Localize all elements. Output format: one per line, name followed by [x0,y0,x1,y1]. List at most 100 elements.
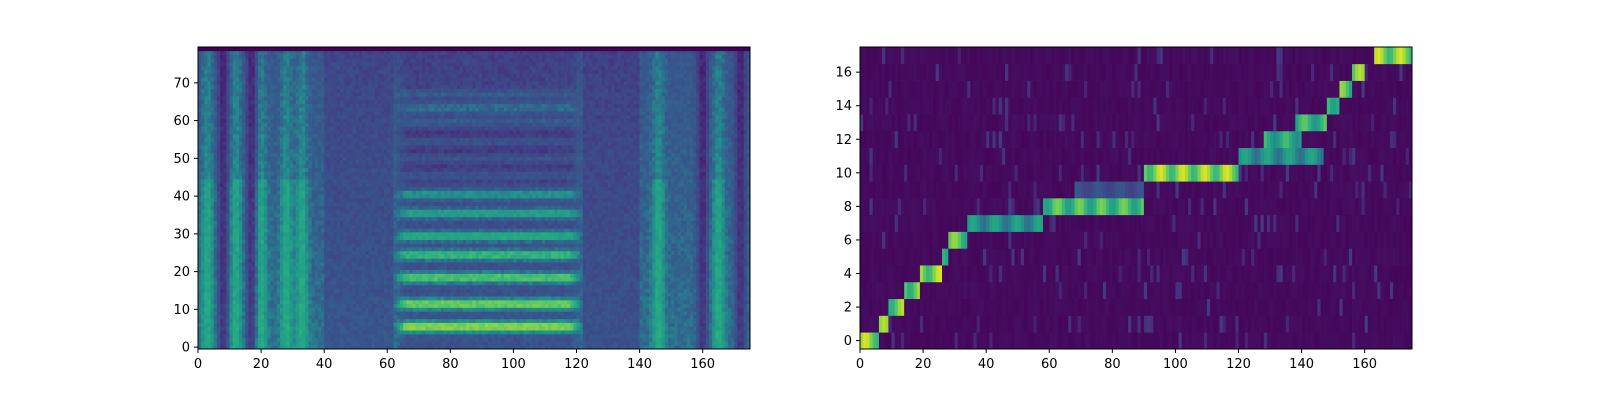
heatmap-cell [585,318,590,323]
heatmap-cell [336,292,341,297]
heatmap-cell [626,262,631,267]
heatmap-cell [696,269,700,274]
heatmap-cell [718,307,722,312]
heatmap-cell [314,333,319,339]
heatmap-cell [229,311,234,316]
heatmap-cell [207,284,211,289]
heatmap-cell [667,322,672,327]
heatmap-cell [630,296,634,301]
heatmap-cell [598,277,603,282]
heatmap-cell [210,307,215,312]
heatmap-cell [601,254,606,259]
heatmap-cell [374,243,379,248]
heatmap-cell [500,250,505,255]
heatmap-cell [516,284,521,289]
heatmap-cell [352,296,357,301]
heatmap-cell [645,247,650,252]
heatmap-cell [601,299,606,305]
heatmap-cell [295,265,300,271]
heatmap-cell [579,315,584,320]
heatmap-cell [387,311,391,316]
heatmap-cell [661,254,666,259]
heatmap-cell [636,337,640,342]
heatmap-cell [696,345,700,350]
heatmap-cell [289,277,293,282]
heatmap-cell [585,299,590,305]
heatmap-cell [456,299,461,305]
heatmap-cell [715,337,719,342]
heatmap-cell [207,330,211,335]
heatmap-cell [513,337,517,342]
heatmap-cell [415,322,420,327]
heatmap-cell [526,341,530,346]
heatmap-cell [384,337,388,342]
heatmap-cell [339,299,344,305]
heatmap-cell [554,265,558,271]
heatmap-cell [220,322,224,327]
heatmap-cell [204,288,208,293]
heatmap-cell [746,243,751,248]
heatmap-cell [210,315,215,320]
heatmap-cell [456,303,461,308]
heatmap-cell [390,254,394,259]
heatmap-cell [582,296,587,301]
heatmap-cell [541,345,546,350]
heatmap-cell [563,333,568,339]
heatmap-cell [280,254,284,259]
heatmap-cell [705,247,710,252]
heatmap-cell [409,337,413,342]
heatmap-cell [529,299,533,305]
heatmap-cell [507,281,511,286]
heatmap-cell [472,303,476,308]
heatmap-cell [516,281,521,286]
heatmap-cell [718,292,722,297]
heatmap-cell [339,250,344,255]
heatmap-cell [371,254,375,259]
heatmap-cell [557,322,562,327]
heatmap-cell [601,333,606,339]
heatmap-cell [223,322,227,327]
heatmap-cell [746,337,751,342]
heatmap-cell [232,277,237,282]
heatmap-cell [500,318,505,323]
heatmap-cell [459,281,464,286]
heatmap-cell [702,307,707,312]
heatmap-cell [478,311,483,316]
heatmap-cell [475,341,480,346]
heatmap-cell [223,284,227,289]
heatmap-cell [466,330,470,335]
heatmap-cell [425,258,429,263]
heatmap-cell [434,337,439,342]
heatmap-cell [579,299,584,305]
heatmap-cell [674,315,678,320]
heatmap-cell [488,277,492,282]
heatmap-cell [311,311,316,316]
heatmap-cell [686,296,691,301]
heatmap-cell [705,288,710,293]
heatmap-cell [693,247,697,252]
heatmap-cell [538,284,543,289]
heatmap-cell [254,345,259,350]
heatmap-cell [718,284,722,289]
heatmap-cell [557,281,562,286]
heatmap-cell [248,330,252,335]
heatmap-cell [608,303,612,308]
heatmap-cell [450,333,454,339]
heatmap-cell [368,337,372,342]
heatmap-cell [595,284,599,289]
heatmap-cell [421,262,426,267]
heatmap-cell [409,288,413,293]
heatmap-cell [434,239,439,244]
heatmap-cell [213,254,218,259]
heatmap-cell [579,311,584,316]
heatmap-cell [551,341,555,346]
heatmap-cell [305,330,309,335]
heatmap-cell [415,333,420,339]
heatmap-cell [478,288,483,293]
heatmap-cell [494,262,498,267]
heatmap-cell [503,333,508,339]
heatmap-cell [428,277,432,282]
heatmap-cell [365,333,369,339]
heatmap-cell [576,247,581,252]
heatmap-cell [712,341,716,346]
